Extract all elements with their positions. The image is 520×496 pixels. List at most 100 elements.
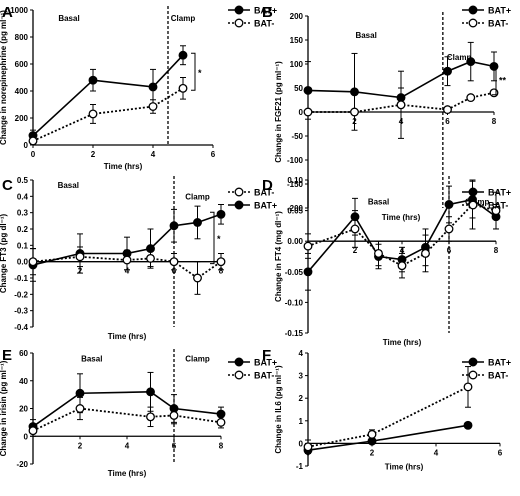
- y-tick-label: 2: [299, 394, 304, 403]
- bracket-line: [191, 53, 195, 90]
- data-point: [194, 274, 202, 282]
- legend-label: BAT+: [488, 358, 511, 368]
- y-tick-label: 60: [19, 349, 28, 358]
- phase-label: Basal: [81, 355, 102, 364]
- significance-marker: *: [198, 68, 202, 78]
- y-tick-label: -1: [296, 462, 304, 471]
- y-tick-label: 0: [299, 439, 304, 448]
- y-tick-label: 0: [24, 141, 29, 150]
- significance-bracket: *: [210, 212, 221, 263]
- y-tick-label: 200: [15, 114, 29, 123]
- series-bat: [29, 78, 187, 146]
- y-tick-label: 40: [19, 377, 28, 386]
- data-point: [89, 76, 97, 84]
- data-point: [217, 211, 225, 219]
- legend-marker: [235, 371, 243, 379]
- y-axis-title: Change in norepinephrine (pg ml⁻¹): [0, 10, 8, 145]
- data-point: [147, 388, 155, 396]
- panel-letter: F: [262, 347, 271, 364]
- phase-label: Clamp: [185, 355, 210, 364]
- x-tick-label: 0: [31, 150, 36, 159]
- x-tick-label: 2: [370, 448, 375, 457]
- data-point: [194, 219, 202, 227]
- y-tick-label: 0.2: [17, 225, 29, 234]
- x-tick-label: 4: [125, 441, 130, 450]
- x-axis-title: Time (hrs): [104, 162, 143, 171]
- series-bat: [304, 367, 472, 454]
- y-axis-title: Change FT3 (pg dl⁻¹): [0, 214, 8, 294]
- y-axis-title: Change in irisin (pg ml⁻¹): [0, 360, 8, 456]
- data-point: [147, 255, 155, 263]
- y-tick-label: -0.4: [14, 323, 28, 332]
- data-point: [304, 443, 312, 451]
- y-tick-label: -0.05: [285, 268, 304, 277]
- legend-marker: [235, 358, 243, 366]
- phase-label: Basal: [58, 14, 79, 23]
- data-point: [351, 88, 359, 96]
- data-point: [89, 110, 97, 118]
- y-tick-label: 100: [290, 60, 304, 69]
- data-point: [490, 63, 498, 71]
- legend-marker: [235, 6, 243, 14]
- y-tick-label: 150: [290, 36, 304, 45]
- data-point: [444, 67, 452, 75]
- x-axis-title: Time (hrs): [383, 338, 422, 347]
- data-point: [217, 419, 225, 427]
- bracket-line: [210, 212, 214, 263]
- data-point: [123, 256, 131, 264]
- y-tick-label: 400: [15, 87, 29, 96]
- data-point: [76, 405, 84, 413]
- data-point: [351, 108, 359, 116]
- chart-panel-a: A 0 200 400 600 800 1000 0 2 4 6 Time (hrs) Change i…: [0, 4, 277, 171]
- phase-label: Basal: [368, 197, 389, 206]
- legend-label: BAT-: [488, 371, 508, 381]
- y-tick-label: 1: [299, 417, 304, 426]
- legend-marker: [469, 201, 477, 209]
- y-tick-label: 1000: [10, 6, 28, 15]
- y-tick-label: 4: [299, 349, 304, 358]
- data-point: [304, 242, 312, 250]
- phase-label: Basal: [58, 181, 79, 190]
- y-tick-label: -0.2: [14, 290, 28, 299]
- x-axis-title: Time (hrs): [382, 213, 421, 222]
- data-point: [398, 262, 406, 270]
- series-line: [308, 425, 468, 450]
- legend-entry: BAT-: [462, 19, 508, 29]
- legend-marker: [235, 188, 243, 196]
- chart-panel-e: E-2002040602468Time (hrs)Change in irisi…: [0, 347, 277, 478]
- data-point: [217, 258, 225, 266]
- y-tick-label: 800: [15, 33, 29, 42]
- x-tick-label: 4: [434, 448, 439, 457]
- phase-label: Clamp: [171, 14, 196, 23]
- significance-marker: *: [217, 234, 221, 244]
- y-tick-label: 0: [299, 108, 304, 117]
- y-tick-label: -0.15: [285, 329, 304, 338]
- y-tick-label: 0.3: [17, 209, 29, 218]
- x-tick-label: 8: [219, 441, 224, 450]
- y-tick-label: 0: [24, 432, 29, 441]
- data-point: [149, 103, 157, 111]
- data-point: [76, 389, 84, 397]
- data-point: [147, 413, 155, 421]
- significance-marker: **: [499, 76, 507, 86]
- data-point: [29, 137, 37, 145]
- x-tick-label: 4: [151, 150, 156, 159]
- y-tick-label: 200: [290, 12, 304, 21]
- data-point: [464, 383, 472, 391]
- y-axis-title: Change in IL6 (pg ml⁻¹): [274, 365, 283, 454]
- legend-label: BAT-: [488, 201, 508, 211]
- data-point: [29, 258, 37, 266]
- data-point: [76, 253, 84, 261]
- data-point: [422, 250, 430, 258]
- x-tick-label: 6: [211, 150, 216, 159]
- y-tick-label: 600: [15, 60, 29, 69]
- legend-marker: [469, 371, 477, 379]
- data-point: [304, 87, 312, 95]
- series-bat: [29, 46, 187, 141]
- y-tick-label: 0.00: [287, 237, 303, 246]
- data-point: [170, 222, 178, 230]
- panel-letter: B: [262, 4, 273, 21]
- data-point: [490, 89, 498, 97]
- data-point: [304, 268, 312, 276]
